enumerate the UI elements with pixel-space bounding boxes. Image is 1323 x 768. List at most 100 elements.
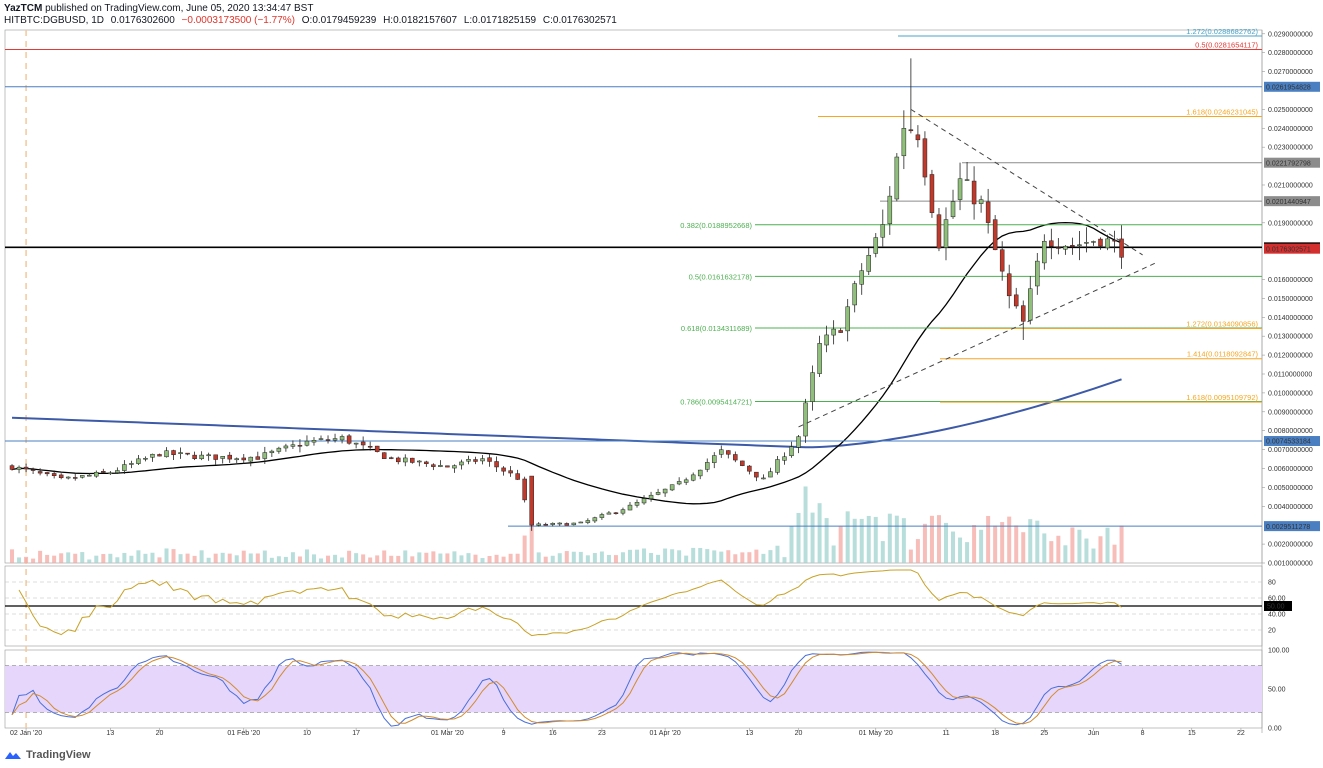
volume-bar (269, 557, 274, 563)
candle-body (508, 470, 513, 474)
volume-bar (1063, 545, 1068, 563)
candle-body (747, 465, 752, 472)
volume-bar (248, 553, 253, 563)
candle-body (129, 463, 134, 465)
candle (185, 452, 190, 456)
candle-body (1013, 294, 1019, 307)
candle (648, 491, 654, 502)
volume-bar (115, 557, 120, 563)
time-axis-label: 9 (502, 730, 506, 737)
time-axis-label: 16 (549, 730, 557, 737)
volume-bar (108, 553, 113, 563)
price-level-badge: 0.0221792798 (1264, 157, 1320, 168)
volume-bar (1049, 541, 1054, 563)
volume-bar (845, 511, 850, 563)
candle (1077, 231, 1082, 261)
candle-body (824, 334, 829, 346)
volume-bar (171, 549, 176, 563)
candle (606, 511, 612, 515)
volume-bar (733, 554, 738, 563)
candle (304, 435, 310, 447)
candle-body (72, 477, 78, 479)
volume-bar (45, 554, 50, 563)
published-text: published on TradingView.com, June 05, 2… (45, 3, 314, 14)
candle (978, 195, 984, 213)
candle (445, 465, 450, 468)
candle (775, 456, 780, 475)
price-level-badge-bg (1264, 81, 1320, 92)
volume-bar (326, 555, 331, 563)
volume-bar (347, 550, 352, 563)
candle-body (101, 471, 106, 473)
candle (192, 451, 197, 461)
volume-bar (24, 556, 29, 563)
volume-bar (796, 512, 801, 563)
candle-body (740, 460, 745, 466)
candle (613, 512, 619, 515)
candle (381, 452, 387, 459)
candle (704, 458, 710, 473)
price-axis-label: 0.0040000000 (1268, 504, 1313, 511)
candle (999, 241, 1005, 281)
candle-body (803, 402, 808, 437)
candle-body (599, 514, 605, 518)
price-axis-label: 0.0240000000 (1268, 126, 1313, 133)
candle (817, 335, 822, 378)
rsi-50-badge (1264, 601, 1292, 611)
candle-body (1112, 239, 1117, 242)
volume-bar (501, 556, 506, 563)
volume-bar (873, 516, 878, 563)
candle-body (592, 517, 598, 522)
candle (431, 463, 436, 471)
volume-bar (31, 558, 36, 563)
author-name[interactable]: YazTCM (4, 3, 43, 14)
tradingview-footer[interactable]: TradingView (4, 749, 91, 761)
candle-body (16, 466, 22, 470)
candle (199, 451, 204, 461)
stoch-axis-label: 100.00 (1268, 648, 1290, 655)
candle (44, 471, 50, 477)
candle (592, 516, 598, 524)
candle-body (1042, 240, 1047, 264)
volume-bar (304, 549, 309, 563)
candle-body (999, 249, 1005, 272)
candle-body (171, 450, 176, 455)
volume-bar (129, 555, 134, 563)
volume-bar (297, 556, 302, 563)
volume-bar (515, 553, 520, 563)
fib-level-label: 1.272(0.0134090856) (1186, 319, 1258, 328)
candle (318, 435, 324, 441)
candle (136, 454, 141, 465)
price-level-badge-bg (1264, 521, 1320, 532)
chart-header-line1: YazTCM published on TradingView.com, Jun… (4, 3, 313, 14)
volume-bar (319, 558, 324, 563)
volume-bar (157, 557, 162, 563)
candle (276, 446, 282, 454)
price-axis-label: 0.0060000000 (1268, 466, 1313, 473)
volume-bar (719, 551, 724, 563)
candle (101, 468, 106, 474)
volume-bar (487, 556, 492, 563)
time-axis-label: 13 (745, 730, 753, 737)
symbol-label[interactable]: HITBTC:DGBUSD, 1D (4, 15, 105, 26)
candle (578, 521, 584, 524)
volume-bar (59, 553, 64, 563)
volume-bar (557, 553, 562, 563)
candle-body (192, 454, 197, 459)
candle (571, 522, 577, 526)
volume-bar (101, 554, 106, 563)
volume-bar (663, 548, 668, 563)
candle-body (1084, 242, 1089, 244)
volume-bar (880, 541, 885, 563)
sma-short-line (11, 221, 1122, 505)
volume-bar (333, 554, 338, 563)
volume-bar (473, 554, 478, 563)
time-axis-label: 8 (1141, 730, 1145, 737)
candle-body (178, 452, 183, 454)
candle-body (887, 195, 893, 225)
volume-bar (852, 518, 857, 563)
rsi-axis-label: 20 (1268, 628, 1276, 635)
volume-bar (459, 555, 464, 563)
candle (1028, 276, 1033, 325)
